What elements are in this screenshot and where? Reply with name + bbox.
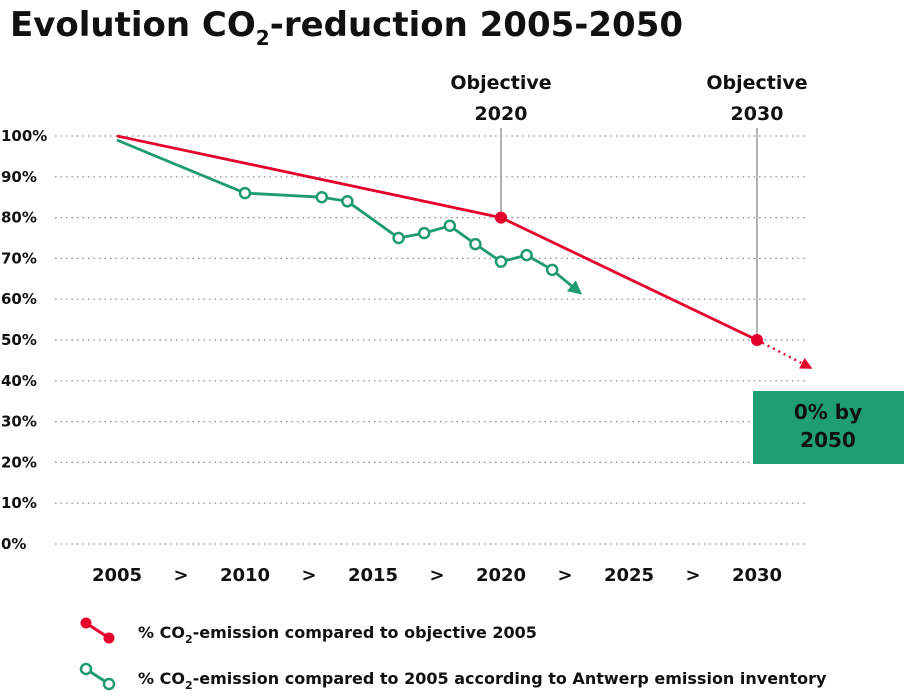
callout-line2: 2050 [800, 428, 856, 452]
legend: % CO2-emission compared to objective 200… [79, 617, 827, 692]
x-tick-label: > [173, 565, 188, 586]
legend-objective-marker-end [103, 632, 115, 644]
y-tick-label: 50% [1, 331, 37, 349]
legend-inventory-subscript: 2 [185, 679, 193, 692]
legend-item-objective: % CO2-emission compared to objective 200… [80, 617, 537, 646]
point-inventory-2018 [443, 219, 457, 233]
legend-inventory-prefix: % CO [138, 669, 185, 688]
point-inventory-2020 [494, 255, 508, 268]
point-inventory-2013 [315, 190, 329, 204]
series-line-inventory [116, 138, 553, 272]
x-tick-label: > [557, 565, 572, 586]
y-tick-label: 90% [1, 168, 37, 186]
y-tick-label: 20% [1, 453, 37, 471]
x-tick-label: 2030 [732, 565, 782, 586]
point-objective-2020 [495, 211, 507, 224]
point-inventory-2010 [238, 186, 252, 200]
series-lines [116, 134, 813, 369]
chart-title-prefix: Evolution CO [10, 5, 256, 45]
y-tick-label: 100% [1, 127, 47, 145]
x-tick-label: 2020 [476, 565, 526, 586]
callout-line1: 0% by [794, 400, 862, 424]
x-tick-label: > [685, 565, 700, 586]
legend-inventory-label: % CO2-emission compared to 2005 accordin… [138, 669, 827, 692]
y-tick-label: 40% [1, 372, 37, 390]
x-tick-label: 2015 [348, 565, 398, 586]
chart-title-suffix: -reduction 2005-2050 [270, 5, 683, 45]
series-markers [238, 186, 763, 346]
legend-objective-prefix: % CO [138, 623, 185, 642]
legend-inventory-suffix: -emission compared to 2005 according to … [193, 669, 827, 688]
callout-0-by-2050: 0% by 2050 [753, 391, 904, 464]
gridlines [55, 135, 806, 545]
legend-item-inventory: % CO2-emission compared to 2005 accordin… [79, 662, 827, 692]
y-tick-label: 10% [1, 494, 37, 512]
callout-box [753, 391, 904, 464]
y-tick-label: 60% [1, 290, 37, 308]
objective-label-obj2030-line2: 2030 [731, 103, 784, 125]
legend-objective-suffix: -emission compared to objective 2005 [193, 623, 537, 642]
objective-label-obj2020-line1: Objective [450, 72, 551, 94]
y-tick-label: 0% [1, 535, 26, 553]
legend-objective-subscript: 2 [185, 633, 193, 646]
y-tick-label: 80% [1, 209, 37, 227]
legend-objective-marker-start [80, 617, 92, 629]
y-axis-ticks: 100% 90% 80% 70% 60% 50% 40% 30% 20% 10% 0% [1, 127, 47, 553]
x-tick-label: 2010 [220, 565, 270, 586]
x-axis-ticks: 2005 >2010 >2015 >2020 >2025 >2030 [92, 565, 782, 586]
point-objective-2030 [751, 334, 763, 346]
point-inventory-2017 [417, 226, 431, 240]
series-line-objective [116, 134, 758, 342]
objective-annotations: Objective 2020 Objective 2030 [450, 72, 808, 340]
legend-objective-label: % CO2-emission compared to objective 200… [138, 623, 537, 646]
point-inventory-2022 [545, 263, 559, 277]
legend-inventory-marker-start [79, 662, 93, 676]
point-inventory-2014 [341, 195, 354, 208]
objective-label-obj2030-line1: Objective [706, 72, 807, 94]
chart-title-subscript: 2 [256, 26, 270, 50]
x-tick-label: 2025 [604, 565, 654, 586]
point-inventory-2021 [520, 248, 533, 262]
x-tick-label: > [429, 565, 444, 586]
x-tick-label: 2005 [92, 565, 142, 586]
legend-inventory-marker-end [102, 677, 116, 691]
y-tick-label: 70% [1, 249, 37, 267]
point-inventory-2016 [392, 231, 405, 245]
x-tick-label: > [301, 565, 316, 586]
y-tick-label: 30% [1, 413, 37, 431]
series-projection-objective [756, 338, 813, 369]
point-inventory-2019 [469, 237, 482, 251]
chart-title: Evolution CO2-reduction 2005-2050 [10, 5, 683, 50]
objective-label-obj2020-line2: 2020 [475, 103, 528, 125]
